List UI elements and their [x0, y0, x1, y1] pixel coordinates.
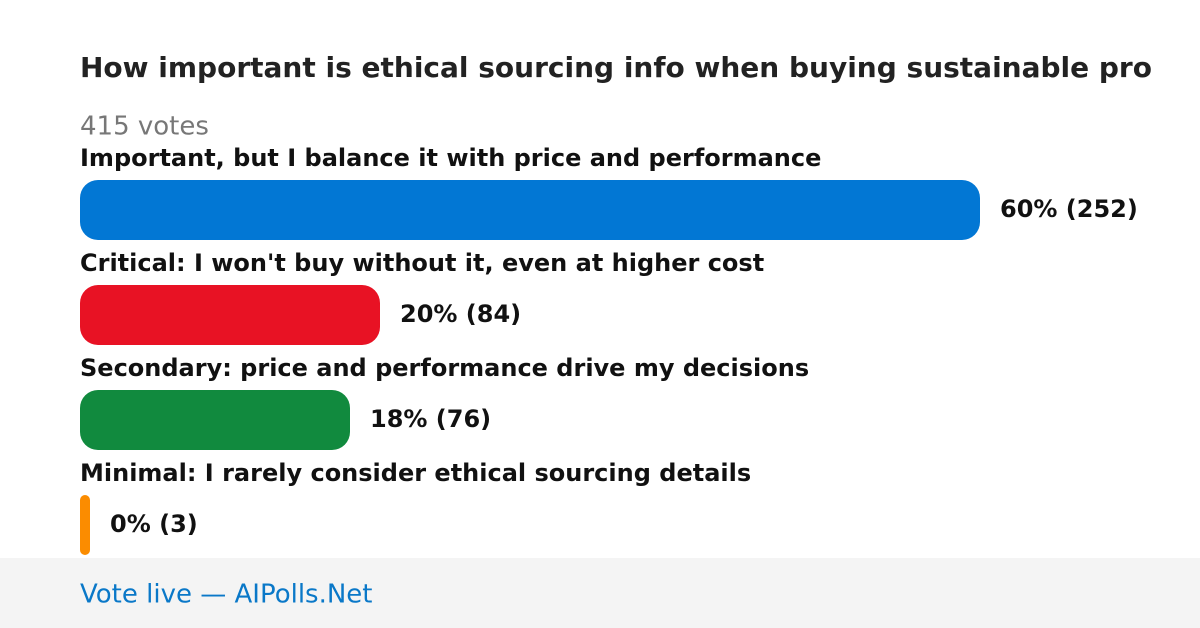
- value-label: 0% (3): [110, 510, 198, 538]
- option-label: Secondary: price and performance drive m…: [80, 354, 809, 382]
- value-label: 18% (76): [370, 405, 491, 433]
- bar: [80, 285, 380, 345]
- bar: [80, 390, 350, 450]
- footer-link[interactable]: Vote live — AIPolls.Net: [80, 580, 373, 610]
- bar: [80, 495, 90, 555]
- vote-count: 415 votes: [80, 112, 209, 142]
- option-label: Critical: I won't buy without it, even a…: [80, 249, 764, 277]
- value-label: 60% (252): [1000, 195, 1138, 223]
- option-label: Minimal: I rarely consider ethical sourc…: [80, 459, 751, 487]
- poll-title: How important is ethical sourcing info w…: [80, 51, 1152, 84]
- footer: [0, 558, 1200, 628]
- bar: [80, 180, 980, 240]
- option-label: Important, but I balance it with price a…: [80, 144, 821, 172]
- value-label: 20% (84): [400, 300, 521, 328]
